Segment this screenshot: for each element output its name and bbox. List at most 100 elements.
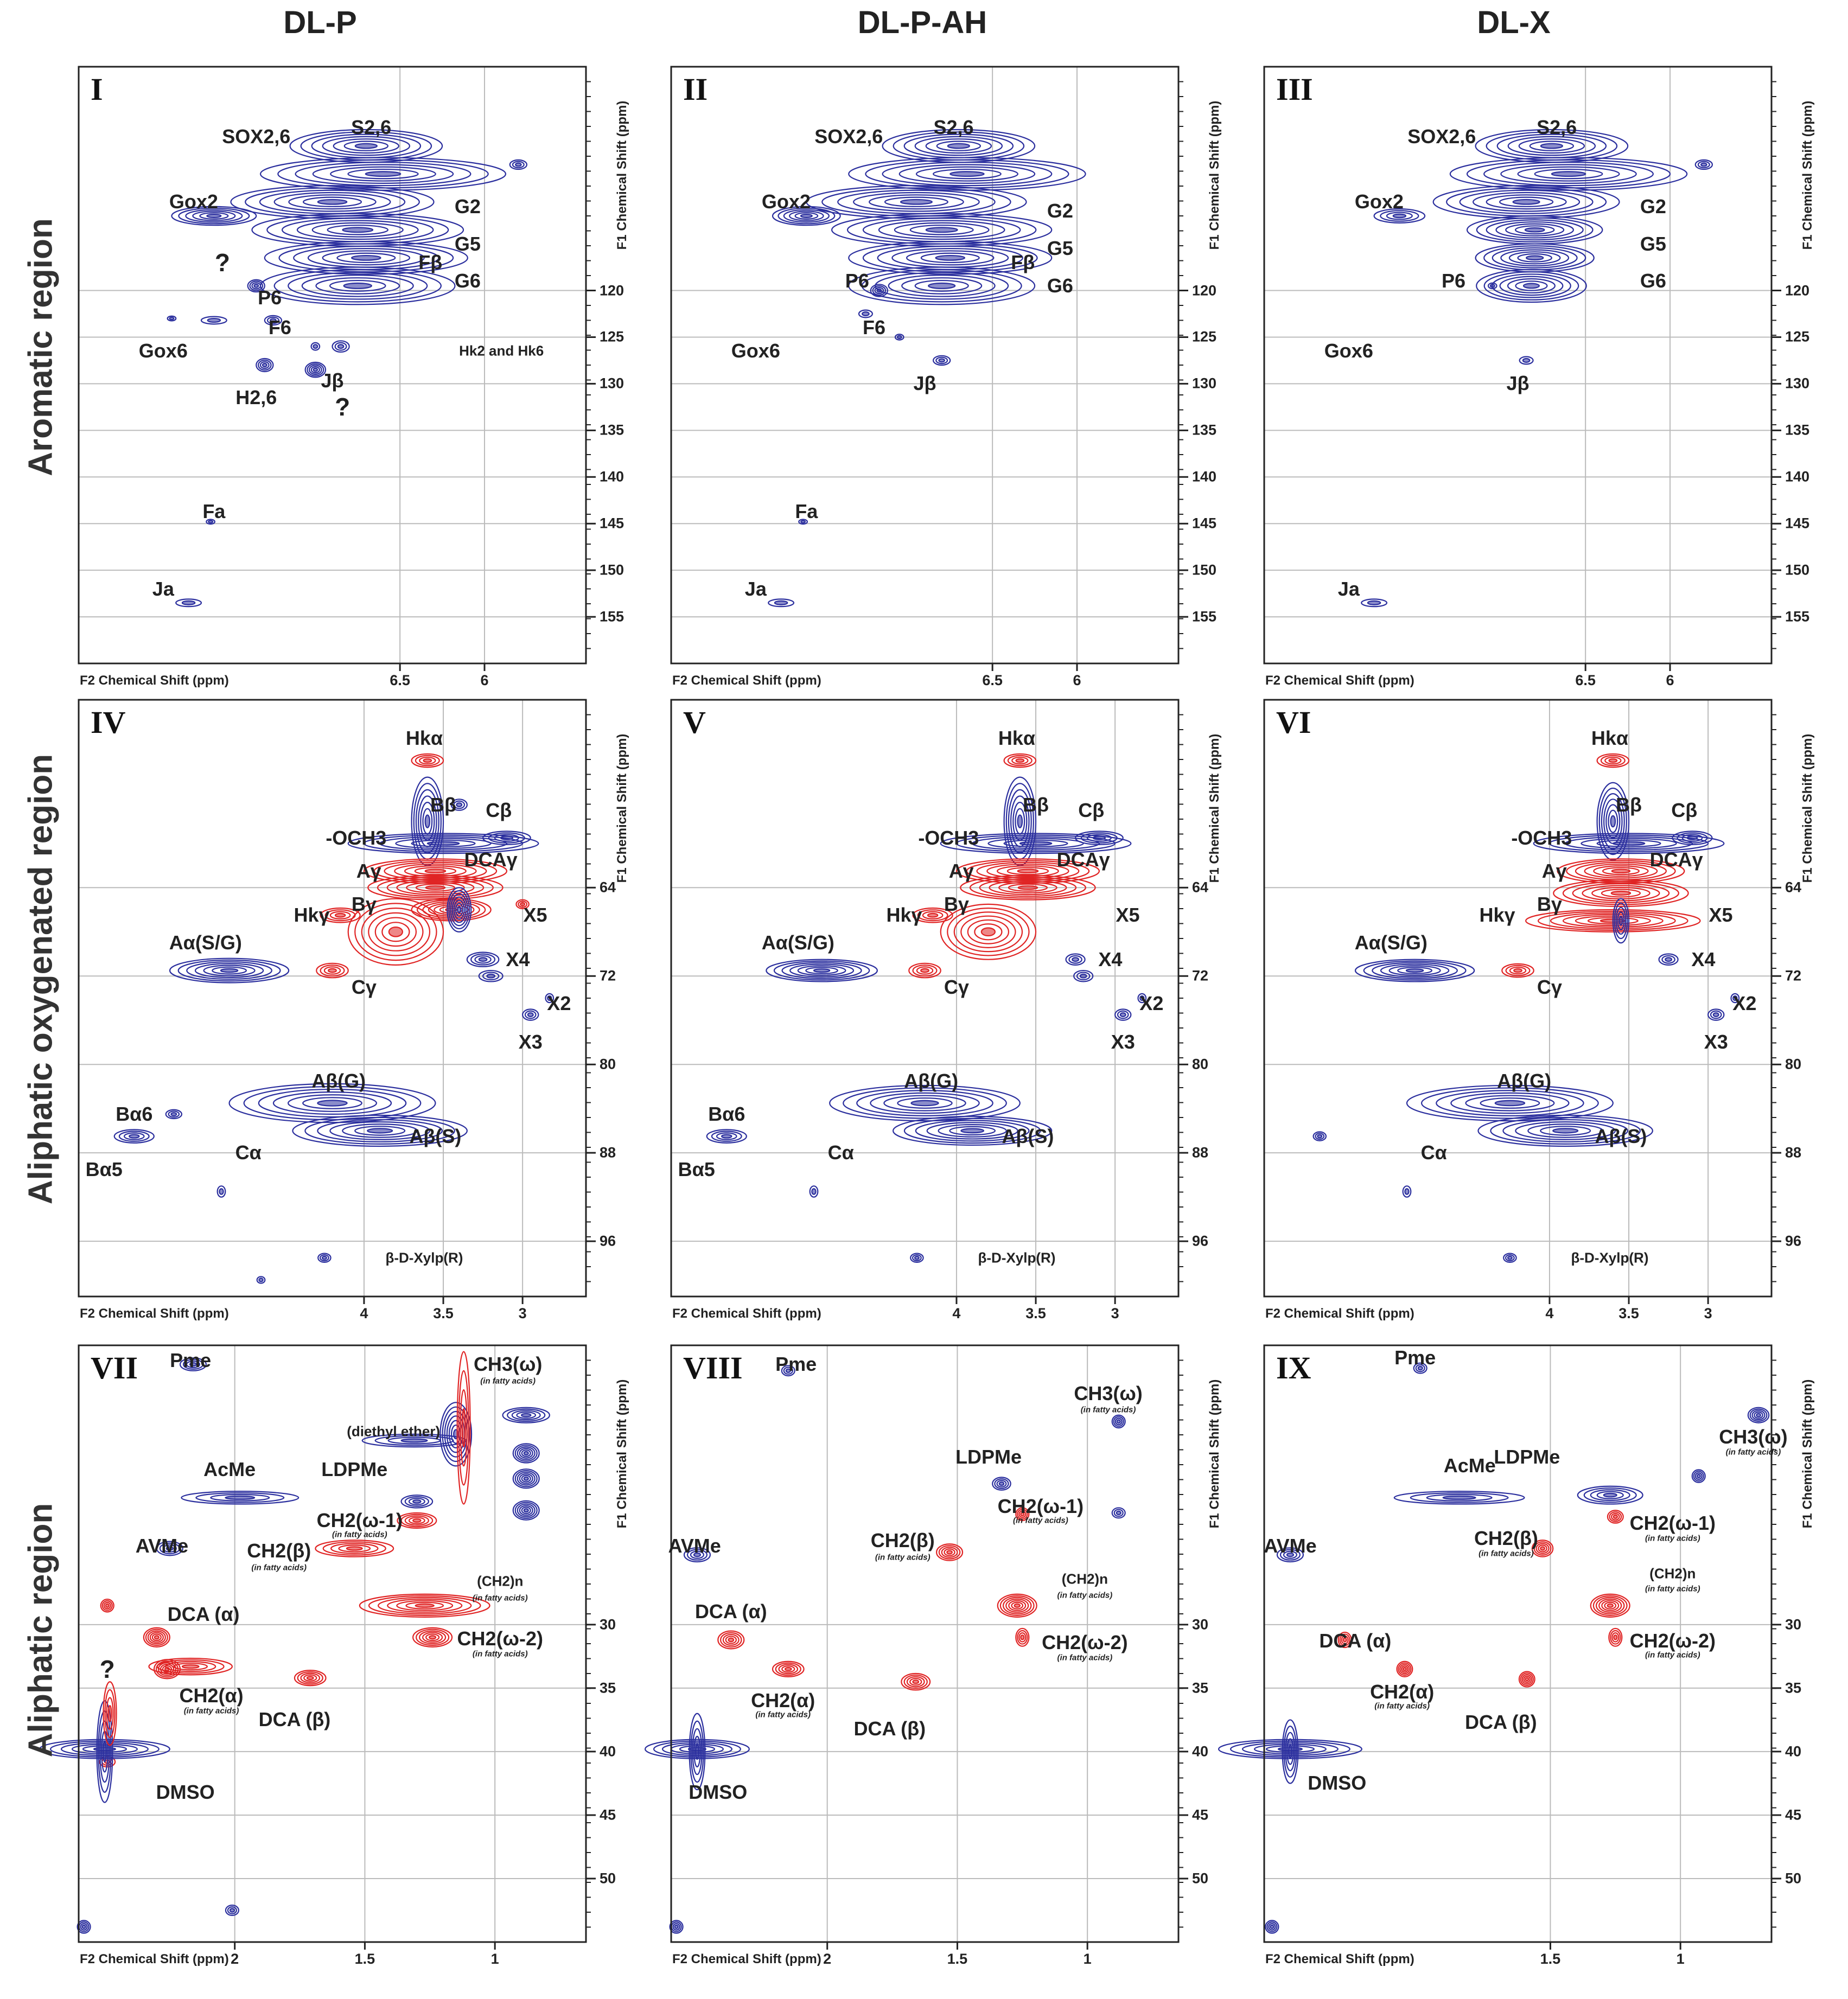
contour-ring — [949, 1126, 996, 1136]
contour-ring — [523, 1476, 529, 1481]
contour-ring — [1538, 1544, 1547, 1553]
contour-ring — [102, 1741, 107, 1762]
contour-peak — [1432, 185, 1620, 219]
contour-ring — [511, 1410, 541, 1421]
contour-peak — [1073, 969, 1094, 982]
contour-peak — [1074, 831, 1124, 845]
contour-ring — [515, 162, 522, 167]
contour-ring — [422, 1632, 443, 1643]
contour-ring — [1615, 906, 1627, 935]
contour-ring — [406, 882, 465, 893]
contour-ring — [521, 1506, 531, 1515]
contour-ring — [894, 334, 904, 341]
contour-ring — [300, 1672, 321, 1683]
contour-ring — [781, 1665, 795, 1673]
contour-ring — [512, 1443, 540, 1464]
contour-ring — [153, 1659, 181, 1679]
contour-peak — [1503, 1253, 1517, 1263]
contour-ring — [192, 210, 236, 221]
contour-ring — [455, 903, 463, 917]
contour-peak — [1487, 282, 1497, 290]
contour-ring — [912, 1254, 922, 1262]
contour-peak — [1691, 1469, 1706, 1483]
contour-ring — [258, 359, 272, 371]
contour-ring — [1477, 1114, 1653, 1147]
contour-ring — [674, 1924, 679, 1929]
contour-ring — [80, 1923, 88, 1931]
contour-ring — [424, 868, 447, 874]
contour-ring — [404, 1515, 430, 1526]
contour-ring — [381, 922, 410, 942]
contour-ring — [781, 962, 862, 979]
contour-ring — [858, 309, 873, 318]
contour-ring — [1003, 753, 1037, 768]
contour-ring — [342, 227, 374, 233]
contour-ring — [1018, 1632, 1027, 1643]
contour-ring — [1581, 838, 1677, 850]
contour-peak — [1393, 1491, 1525, 1505]
contour-ring — [118, 1131, 150, 1142]
contour-peak — [766, 959, 878, 982]
contour-ring — [1677, 832, 1708, 844]
contour-ring — [876, 288, 882, 293]
contour-peak — [292, 1114, 468, 1147]
contour-ring — [1603, 1492, 1617, 1498]
contour-ring — [900, 199, 933, 205]
contour-ring — [1074, 831, 1124, 845]
contour-ring — [317, 199, 348, 205]
contour-ring — [387, 1598, 463, 1613]
contour-ring — [175, 598, 202, 608]
contour-ring — [342, 1123, 418, 1138]
contour-peak — [482, 831, 531, 845]
contour-ring — [928, 282, 956, 289]
contour-ring — [456, 802, 463, 808]
contour-ring — [304, 361, 327, 378]
contour-ring — [1342, 1637, 1347, 1643]
contour-ring — [173, 1662, 208, 1671]
contour-ring — [914, 279, 969, 292]
contour-ring — [870, 1092, 980, 1114]
contour-ring — [317, 1100, 348, 1107]
contour-ring — [361, 908, 431, 956]
plot-background — [671, 1345, 1178, 1942]
contour-peak — [363, 858, 508, 884]
contour-ring — [527, 1012, 534, 1018]
contour-peak — [256, 357, 274, 373]
contour-ring — [1505, 965, 1531, 976]
contour-ring — [322, 1541, 386, 1556]
contour-ring — [104, 1689, 116, 1738]
contour-ring — [843, 1087, 1007, 1119]
contour-ring — [938, 1123, 1007, 1138]
contour-ring — [336, 252, 396, 264]
contour-ring — [1492, 247, 1578, 269]
contour-ring — [884, 196, 948, 207]
panel-III — [1263, 66, 1781, 671]
contour-ring — [920, 968, 929, 973]
contour-ring — [1072, 957, 1080, 962]
contour-ring — [932, 355, 951, 366]
contour-ring — [81, 1924, 86, 1929]
contour-ring — [716, 1132, 737, 1140]
contour-ring — [1015, 1627, 1030, 1647]
contour-ring — [77, 1920, 91, 1934]
contour-ring — [1396, 1660, 1413, 1677]
plot-background — [671, 700, 1178, 1297]
contour-ring — [935, 1543, 964, 1561]
contour-peak — [502, 1407, 550, 1423]
contour-ring — [1315, 1133, 1325, 1140]
plot-background — [79, 700, 586, 1297]
contour-ring — [1014, 1603, 1021, 1608]
contour-ring — [368, 912, 424, 951]
contour-peak — [545, 993, 555, 1004]
contour-ring — [784, 1666, 792, 1671]
contour-ring — [915, 166, 1019, 182]
contour-ring — [1436, 1090, 1584, 1116]
contour-ring — [1019, 841, 1053, 846]
contour-ring — [404, 865, 467, 877]
contour-peak — [1694, 159, 1713, 170]
contour-peak — [1477, 1114, 1653, 1147]
contour-peak — [310, 342, 321, 351]
contour-ring — [258, 1088, 407, 1118]
contour-ring — [1017, 868, 1039, 874]
contour-ring — [960, 915, 1016, 948]
